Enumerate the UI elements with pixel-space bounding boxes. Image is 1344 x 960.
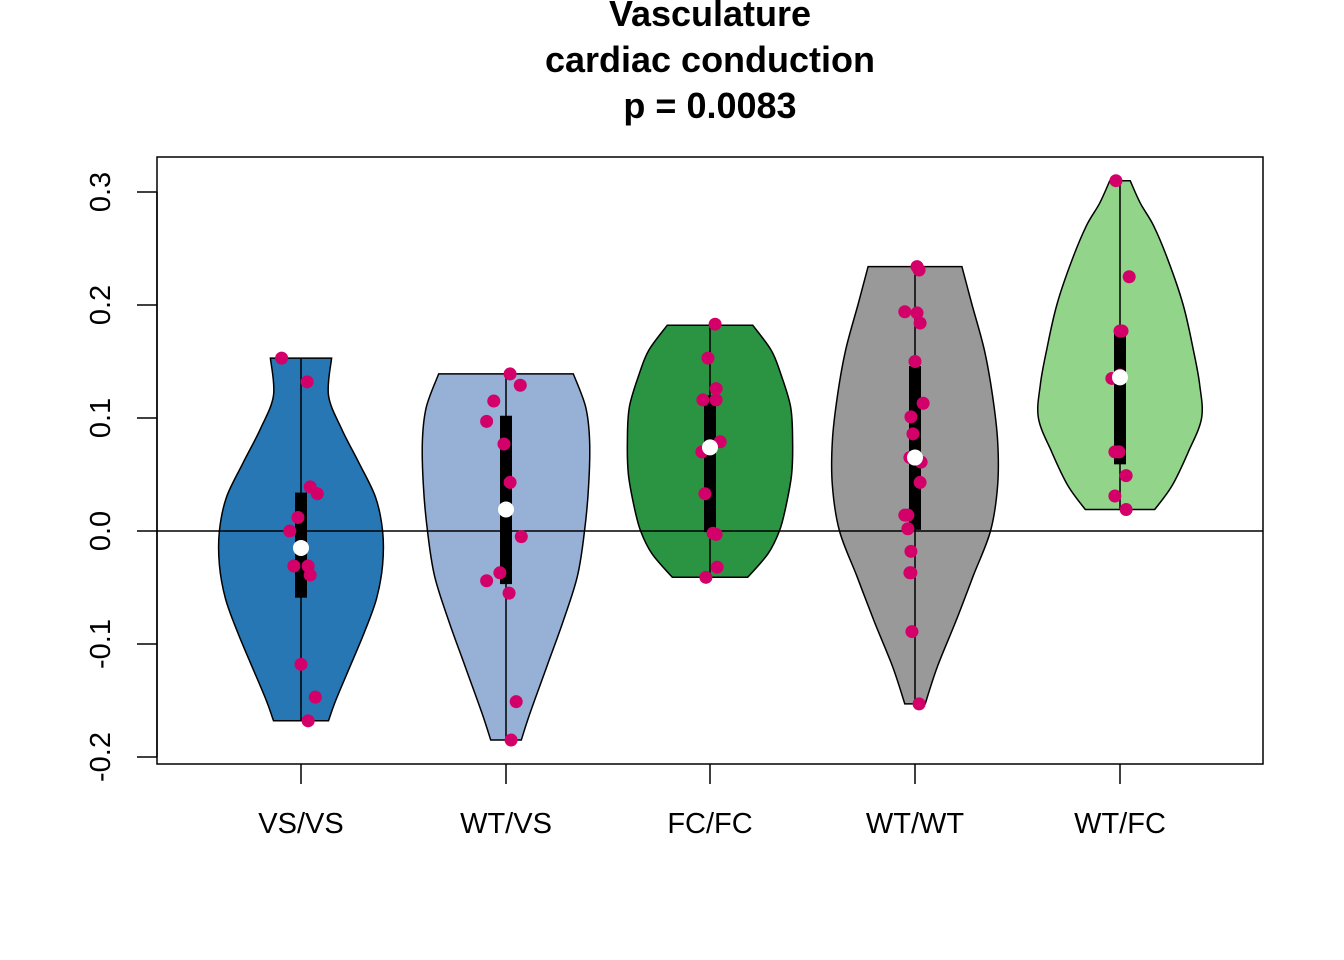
data-point	[303, 568, 317, 582]
data-point	[1109, 174, 1123, 188]
data-point	[294, 657, 308, 671]
x-tick-label: VS/VS	[258, 808, 343, 840]
data-point	[904, 410, 918, 424]
iqr-box-2	[704, 395, 716, 533]
data-point	[913, 475, 927, 489]
data-point	[502, 586, 516, 600]
data-point	[912, 697, 926, 711]
data-point	[1108, 489, 1122, 503]
data-point	[487, 394, 501, 408]
data-point	[283, 524, 297, 538]
data-point	[1119, 503, 1133, 517]
data-point	[308, 690, 322, 704]
median-marker-3	[907, 449, 923, 466]
data-point	[908, 355, 922, 368]
x-tick-label: WT/FC	[1074, 808, 1166, 840]
x-tick-label: FC/FC	[667, 808, 752, 840]
data-point	[503, 475, 517, 489]
x-axis: VS/VS WT/VS FC/FC WT/WT WT/FC	[258, 764, 1166, 840]
data-point	[901, 522, 915, 536]
data-point	[916, 396, 930, 410]
data-point	[300, 375, 314, 389]
data-point	[504, 733, 518, 747]
data-point	[493, 566, 507, 580]
data-point	[710, 560, 724, 574]
data-point	[699, 570, 713, 584]
median-marker-0	[293, 539, 309, 556]
data-point	[480, 574, 494, 588]
data-point	[912, 263, 926, 277]
data-point	[709, 382, 723, 396]
data-point	[1122, 270, 1136, 284]
title-line-3: p = 0.0083	[623, 85, 796, 126]
points-layer	[275, 174, 1136, 747]
data-point	[898, 305, 912, 319]
y-tick-label: 0.1	[85, 398, 117, 438]
data-point	[480, 414, 494, 428]
data-point	[1119, 469, 1133, 483]
y-axis: -0.2 -0.1 0.0 0.1 0.2 0.3	[85, 172, 158, 782]
median-marker-2	[702, 439, 718, 456]
data-point	[275, 351, 289, 365]
data-point	[709, 393, 723, 407]
data-point	[310, 487, 324, 501]
data-point	[708, 317, 722, 331]
y-tick-label: 0.3	[85, 172, 117, 212]
data-point	[301, 714, 315, 728]
data-point	[509, 695, 523, 709]
data-point	[287, 559, 301, 573]
data-point	[503, 367, 517, 381]
data-point	[514, 530, 528, 544]
data-point	[497, 437, 511, 451]
chart-title: Vasculature cardiac conduction p = 0.008…	[545, 0, 875, 126]
y-tick-label: -0.1	[85, 619, 117, 669]
data-point	[1115, 324, 1129, 338]
iqr-box-4	[1114, 329, 1126, 465]
title-line-1: Vasculature	[609, 0, 811, 34]
data-point	[910, 306, 924, 320]
data-point	[905, 625, 919, 639]
box-layer	[295, 180, 1126, 741]
data-point	[701, 351, 715, 365]
data-point	[698, 487, 712, 501]
data-point	[904, 566, 918, 580]
iqr-box-1	[500, 415, 512, 585]
y-tick-label: -0.2	[85, 732, 117, 782]
iqr-box-3	[909, 366, 921, 530]
title-line-2: cardiac conduction	[545, 39, 875, 80]
y-tick-label: 0.2	[85, 285, 117, 325]
median-marker-4	[1112, 369, 1128, 386]
data-point	[1112, 445, 1126, 459]
data-point	[901, 508, 915, 522]
median-marker-1	[498, 501, 514, 518]
y-tick-label: 0.0	[85, 511, 117, 551]
data-point	[904, 544, 918, 558]
data-point	[696, 393, 710, 407]
x-tick-label: WT/VS	[460, 808, 552, 840]
data-point	[913, 316, 927, 330]
data-point	[906, 427, 920, 441]
data-point	[709, 527, 723, 541]
data-point	[291, 510, 305, 524]
data-point	[513, 378, 527, 392]
x-tick-label: WT/WT	[866, 808, 965, 840]
